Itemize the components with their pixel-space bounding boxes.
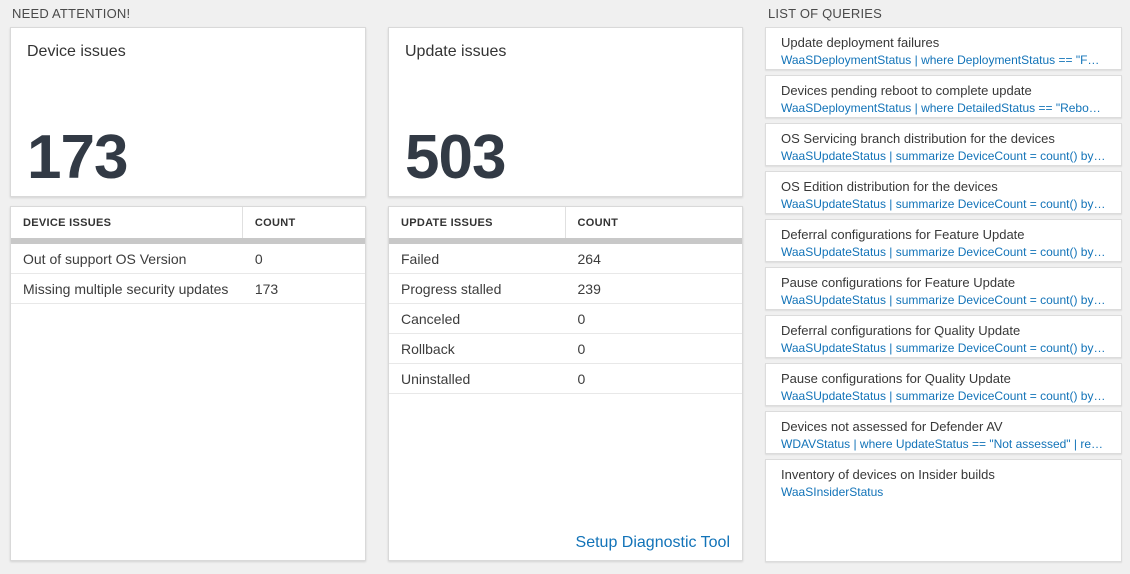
query-item[interactable]: OS Servicing branch distribution for the… xyxy=(765,123,1122,166)
query-text: WaaSUpdateStatus | summarize DeviceCount… xyxy=(781,197,1106,211)
update-issues-table-card: UPDATE ISSUES COUNT Failed 264 Progress … xyxy=(388,206,743,561)
table-header-divider-bar xyxy=(389,238,742,244)
row-label: Uninstalled xyxy=(401,370,471,387)
query-title: Devices pending reboot to complete updat… xyxy=(781,83,1032,98)
device-issues-table-card: DEVICE ISSUES COUNT Out of support OS Ve… xyxy=(10,206,366,561)
update-issues-column-header: UPDATE ISSUES xyxy=(389,207,566,238)
query-text: WaaSUpdateStatus | summarize DeviceCount… xyxy=(781,389,1106,403)
row-count: 0 xyxy=(577,310,586,327)
table-row[interactable]: Progress stalled 239 xyxy=(389,274,742,304)
query-item[interactable]: Devices not assessed for Defender AV WDA… xyxy=(765,411,1122,454)
query-title: Pause configurations for Quality Update xyxy=(781,371,1011,386)
query-item[interactable]: OS Edition distribution for the devices … xyxy=(765,171,1122,214)
device-issues-column-header: DEVICE ISSUES xyxy=(11,207,243,238)
row-count: 0 xyxy=(577,370,586,387)
setup-diagnostic-tool-link[interactable]: Setup Diagnostic Tool xyxy=(575,534,730,551)
table-row[interactable]: Missing multiple security updates 173 xyxy=(11,274,365,304)
query-title: Deferral configurations for Feature Upda… xyxy=(781,227,1025,242)
query-text: WaaSUpdateStatus | summarize DeviceCount… xyxy=(781,245,1106,259)
update-issues-table-header: UPDATE ISSUES COUNT xyxy=(389,207,742,238)
update-issues-title: Update issues xyxy=(405,43,507,60)
query-item[interactable]: Deferral configurations for Feature Upda… xyxy=(765,219,1122,262)
count-column-header: COUNT xyxy=(577,216,619,229)
row-label: Rollback xyxy=(401,340,455,357)
query-title: Update deployment failures xyxy=(781,35,940,50)
row-label: Progress stalled xyxy=(401,280,502,297)
device-issues-card-inner: Device issues 173 xyxy=(11,28,365,196)
query-text: WaaSDeploymentStatus | where DeploymentS… xyxy=(781,53,1106,67)
row-count: 239 xyxy=(577,280,601,297)
table-row[interactable]: Failed 264 xyxy=(389,244,742,274)
query-text: WaaSDeploymentStatus | where DetailedSta… xyxy=(781,101,1106,115)
table-row[interactable]: Canceled 0 xyxy=(389,304,742,334)
table-row[interactable]: Rollback 0 xyxy=(389,334,742,364)
row-count: 173 xyxy=(254,280,279,297)
query-title: OS Servicing branch distribution for the… xyxy=(781,131,1055,146)
query-item[interactable]: Deferral configurations for Quality Upda… xyxy=(765,315,1122,358)
table-row[interactable]: Uninstalled 0 xyxy=(389,364,742,394)
table-header-divider-bar xyxy=(11,238,365,244)
query-item[interactable]: Pause configurations for Feature Update … xyxy=(765,267,1122,310)
count-column-header: COUNT xyxy=(254,216,296,229)
device-issues-table-header: DEVICE ISSUES COUNT xyxy=(11,207,365,238)
device-issues-card[interactable]: Device issues 173 xyxy=(10,27,366,197)
query-text: WaaSInsiderStatus xyxy=(781,485,884,499)
query-title: OS Edition distribution for the devices xyxy=(781,179,998,194)
row-count: 264 xyxy=(577,250,601,267)
row-label: Canceled xyxy=(401,310,461,327)
query-text: WDAVStatus | where UpdateStatus == "Not … xyxy=(781,437,1106,451)
queries-list: Update deployment failures WaaSDeploymen… xyxy=(765,27,1122,562)
device-issues-count: 173 xyxy=(27,123,128,193)
query-title: Pause configurations for Feature Update xyxy=(781,275,1016,290)
list-of-queries-header: LIST OF QUERIES xyxy=(768,6,883,21)
row-label: Failed xyxy=(401,250,440,267)
query-title: Devices not assessed for Defender AV xyxy=(781,419,1003,434)
query-title: Inventory of devices on Insider builds xyxy=(781,467,995,482)
update-issues-card[interactable]: Update issues 503 xyxy=(388,27,743,197)
row-label: Out of support OS Version xyxy=(23,250,187,267)
query-text: WaaSUpdateStatus | summarize DeviceCount… xyxy=(781,341,1106,355)
query-item[interactable]: Devices pending reboot to complete updat… xyxy=(765,75,1122,118)
row-count: 0 xyxy=(577,340,586,357)
device-issues-title: Device issues xyxy=(27,43,126,60)
query-text: WaaSUpdateStatus | summarize DeviceCount… xyxy=(781,149,1106,163)
query-item[interactable]: Update deployment failures WaaSDeploymen… xyxy=(765,27,1122,70)
query-text: WaaSUpdateStatus | summarize DeviceCount… xyxy=(781,293,1106,307)
query-item[interactable]: Pause configurations for Quality Update … xyxy=(765,363,1122,406)
table-row[interactable]: Out of support OS Version 0 xyxy=(11,244,365,274)
need-attention-header: NEED ATTENTION! xyxy=(12,6,131,21)
query-item[interactable]: Inventory of devices on Insider builds W… xyxy=(765,459,1122,562)
row-label: Missing multiple security updates xyxy=(23,280,229,297)
query-title: Deferral configurations for Quality Upda… xyxy=(781,323,1021,338)
update-issues-count: 503 xyxy=(405,123,506,193)
update-issues-card-inner: Update issues 503 xyxy=(389,28,742,196)
row-count: 0 xyxy=(254,250,263,267)
